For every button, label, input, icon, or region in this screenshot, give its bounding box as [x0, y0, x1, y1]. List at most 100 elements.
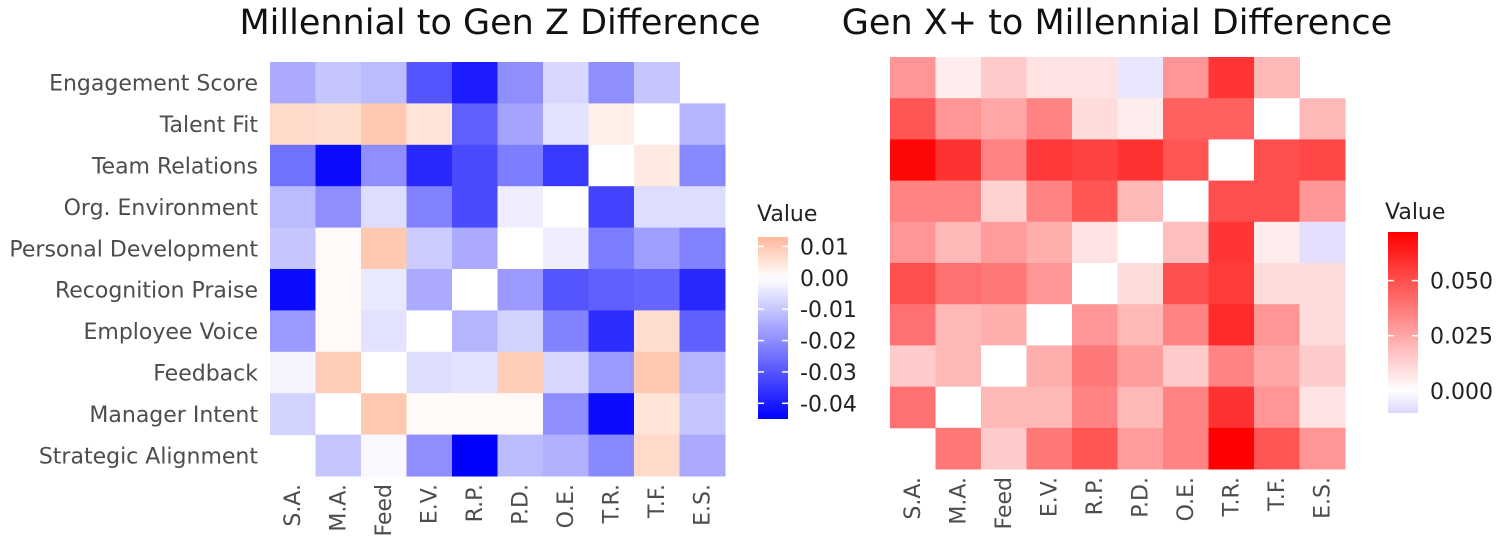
right-col-label: E.S.: [1310, 477, 1335, 519]
left-chart-title: Millennial to Gen Z Difference: [239, 3, 760, 43]
left-cell-r3-c7: [588, 186, 635, 229]
left-legend: Value 0.01 0.00 -0.01 -0.02 -0.03 -0.04: [757, 202, 857, 419]
left-cell-r0-c3: [406, 62, 453, 104]
right-cell-r8-c4: [1072, 386, 1118, 429]
right-column-labels: S.A. M.A. Feed E.V. R.P. P.D. O.E. T.R. T.F. E.S.: [901, 477, 1336, 530]
right-col-label: O.E.: [1174, 477, 1199, 521]
right-cell-r1-c9: [1299, 98, 1346, 140]
right-cell-r4-c4: [1072, 221, 1118, 264]
right-cell-r2-c1: [935, 139, 982, 182]
right-cell-r1-c3: [1026, 98, 1073, 140]
right-legend-colorbar: [1388, 232, 1418, 413]
left-cell-r7-c6: [543, 351, 589, 394]
right-cell-r4-c8: [1254, 221, 1300, 264]
left-cell-r6-c3: [406, 310, 453, 353]
left-cell-r1-c7: [588, 103, 635, 146]
left-cell-r8-c4: [452, 393, 498, 436]
left-heatmap-panel: Millennial to Gen Z Difference Engagemen…: [9, 3, 857, 537]
left-heatmap-cells: [270, 62, 726, 477]
left-cell-r5-c1: [315, 269, 362, 311]
right-cell-r5-c5: [1117, 263, 1164, 305]
left-cell-r7-c1: [315, 351, 362, 394]
left-row-labels: Engagement Score Talent Fit Team Relations…: [9, 72, 258, 470]
left-cell-r3-c2: [361, 186, 407, 229]
right-heatmap-cells: [890, 57, 1346, 470]
right-cell-r5-c2: [981, 263, 1027, 305]
right-cell-r8-c1: [935, 386, 982, 429]
left-cell-r9-c1: [315, 434, 362, 477]
right-cell-r0-c5: [1117, 57, 1164, 99]
left-cell-r1-c2: [361, 103, 407, 146]
right-col-label: T.F.: [1265, 477, 1290, 512]
left-cell-r4-c4: [452, 227, 498, 270]
left-cell-r2-c6: [543, 144, 589, 187]
row-label: Strategic Alignment: [39, 444, 259, 469]
left-cell-r8-c3: [406, 393, 453, 436]
left-cell-r6-c2: [361, 310, 407, 353]
left-cell-r1-c3: [406, 103, 453, 146]
right-cell-r8-c3: [1026, 386, 1073, 429]
left-cell-r0-c7: [588, 62, 635, 104]
right-cell-r5-c7: [1208, 263, 1255, 305]
right-cell-r9-c8: [1254, 427, 1300, 470]
right-cell-r9-c1: [935, 427, 982, 470]
right-cell-r1-c6: [1163, 98, 1209, 140]
right-cell-r8-c0: [890, 386, 936, 429]
right-cell-r8-c7: [1208, 386, 1255, 429]
left-cell-r5-c7: [588, 269, 635, 311]
left-cell-r9-c6: [543, 434, 589, 477]
left-cell-r6-c4: [452, 310, 498, 353]
left-legend-tick-label: 0.00: [800, 267, 849, 292]
left-cell-r3-c1: [315, 186, 362, 229]
row-label: Engagement Score: [49, 72, 258, 97]
row-label: Recognition Praise: [55, 279, 258, 304]
right-legend-title: Value: [1385, 200, 1445, 225]
left-cell-r3-c3: [406, 186, 453, 229]
right-cell-r0-c1: [935, 57, 982, 99]
right-cell-r2-c8: [1254, 139, 1300, 182]
left-cell-r5-c0: [270, 269, 316, 311]
left-cell-r6-c8: [634, 310, 680, 353]
left-cell-r1-c1: [315, 103, 362, 146]
right-cell-r6-c5: [1117, 304, 1164, 346]
left-cell-r5-c2: [361, 269, 407, 311]
right-cell-r5-c6: [1163, 263, 1209, 305]
right-col-label: P.D.: [1128, 477, 1153, 518]
right-cell-r2-c4: [1072, 139, 1118, 182]
left-cell-r1-c6: [543, 103, 589, 146]
left-cell-r4-c2: [361, 227, 407, 270]
right-cell-r9-c5: [1117, 427, 1164, 470]
left-legend-tick-label: -0.04: [800, 392, 857, 417]
right-cell-r9-c3: [1026, 427, 1073, 470]
right-cell-r7-c0: [890, 345, 936, 388]
right-cell-r9-c4: [1072, 427, 1118, 470]
right-cell-r7-c6: [1163, 345, 1209, 388]
left-cell-r5-c6: [543, 269, 589, 311]
left-cell-r2-c0: [270, 144, 316, 187]
right-cell-r5-c4: [1072, 263, 1118, 305]
row-label: Team Relations: [91, 155, 258, 180]
right-cell-r6-c8: [1254, 304, 1300, 346]
right-cell-r9-c9: [1299, 427, 1346, 470]
right-cell-r3-c8: [1254, 180, 1300, 223]
right-cell-r8-c5: [1117, 386, 1164, 429]
left-cell-r0-c5: [497, 62, 544, 104]
right-cell-r3-c5: [1117, 180, 1164, 223]
left-cell-r8-c9: [679, 393, 726, 436]
left-cell-r0-c2: [361, 62, 407, 104]
left-cell-r2-c2: [361, 144, 407, 187]
left-cell-r2-c7: [588, 144, 635, 187]
left-col-label: E.V.: [417, 484, 442, 524]
left-cell-r0-c0: [270, 62, 316, 104]
left-cell-r8-c2: [361, 393, 407, 436]
left-cell-r3-c9: [679, 186, 726, 229]
left-cell-r7-c5: [497, 351, 544, 394]
left-cell-r2-c5: [497, 144, 544, 187]
left-cell-r9-c8: [634, 434, 680, 477]
right-cell-r7-c5: [1117, 345, 1164, 388]
right-legend-tick-label: 0.025: [1430, 325, 1493, 350]
left-cell-r9-c3: [406, 434, 453, 477]
left-cell-r9-c7: [588, 434, 635, 477]
right-cell-r6-c7: [1208, 304, 1255, 346]
right-cell-r7-c3: [1026, 345, 1073, 388]
